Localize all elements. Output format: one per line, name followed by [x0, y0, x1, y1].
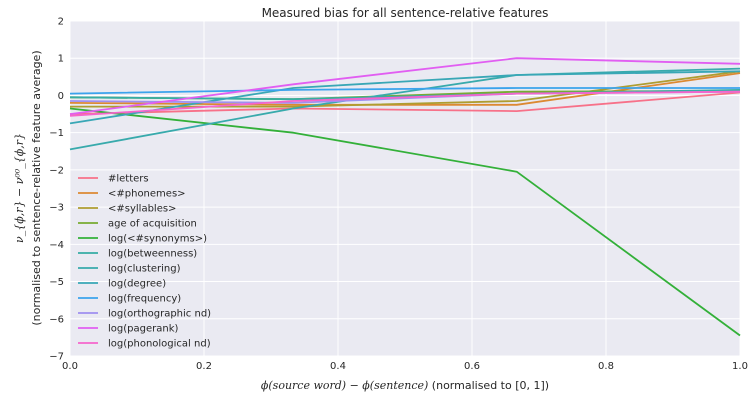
chart-title: Measured bias for all sentence-relative … [262, 6, 549, 20]
x-tick-label: 0.6 [464, 361, 480, 372]
y-tick-label: −2 [49, 165, 64, 176]
y-axis-label: ν_{ϕ,r} − ν⁰⁰_{ϕ,r} [13, 133, 26, 243]
legend-label: log(phonological nd) [108, 339, 211, 350]
series-line [69, 67, 741, 151]
y-tick-labels: −7 −6 −5 −4 −3 −2 −1 0 1 2 [49, 17, 64, 363]
series-line [69, 72, 741, 106]
y-tick-label: 2 [58, 17, 64, 28]
legend: #letters <#phonemes> <#syllables> age of ac… [78, 174, 211, 350]
legend-label: age of acquisition [108, 219, 197, 230]
y-axis-label-text: (normalised to sentence-relative feature… [30, 50, 43, 325]
series-line [69, 107, 741, 337]
x-tick-label: 0.2 [196, 361, 212, 372]
y-axis-label-secondary: (normalised to sentence-relative feature… [30, 50, 43, 325]
legend-label: log(frequency) [108, 294, 181, 305]
x-tick-labels: 0.0 0.2 0.4 0.6 0.8 1.0 [62, 361, 748, 372]
legend-label: log(orthographic nd) [108, 309, 211, 320]
legend-label: log(betweenness) [108, 249, 197, 260]
series-line [69, 57, 741, 115]
series-lines [69, 57, 741, 337]
x-tick-label: 0.4 [330, 361, 346, 372]
y-tick-label: −7 [49, 352, 64, 363]
series-line [69, 91, 741, 115]
y-tick-label: −1 [49, 128, 64, 139]
legend-label: log(degree) [108, 279, 166, 290]
series-line [69, 90, 741, 117]
x-tick-label: 0.8 [598, 361, 614, 372]
y-tick-label: −4 [49, 240, 64, 251]
legend-label: log(clustering) [108, 264, 181, 275]
x-tick-label: 1.0 [732, 361, 748, 372]
y-tick-label: −3 [49, 203, 64, 214]
series-line [69, 70, 741, 125]
y-axis-label-math: ν_{ϕ,r} − ν⁰⁰_{ϕ,r} [13, 133, 26, 243]
legend-label: <#phonemes> [108, 189, 186, 200]
legend-label: log(<#synonyms>) [108, 234, 207, 245]
legend-label: log(pagerank) [108, 324, 178, 335]
x-axis-label-text: (normalised to [0, 1]) [428, 379, 549, 392]
y-tick-label: 0 [58, 91, 64, 102]
y-tick-label: 1 [58, 54, 64, 65]
y-tick-label: −5 [49, 277, 64, 288]
x-axis-label: ϕ(source word) − ϕ(sentence) (normalised… [261, 379, 549, 392]
x-tick-label: 0.0 [62, 361, 78, 372]
legend-label: #letters [108, 174, 149, 185]
legend-label: <#syllables> [108, 204, 176, 215]
plot-background [70, 21, 740, 356]
x-axis-label-math: ϕ(source word) − ϕ(sentence) [261, 379, 428, 392]
y-tick-label: −6 [49, 314, 64, 325]
series-line [69, 87, 740, 95]
